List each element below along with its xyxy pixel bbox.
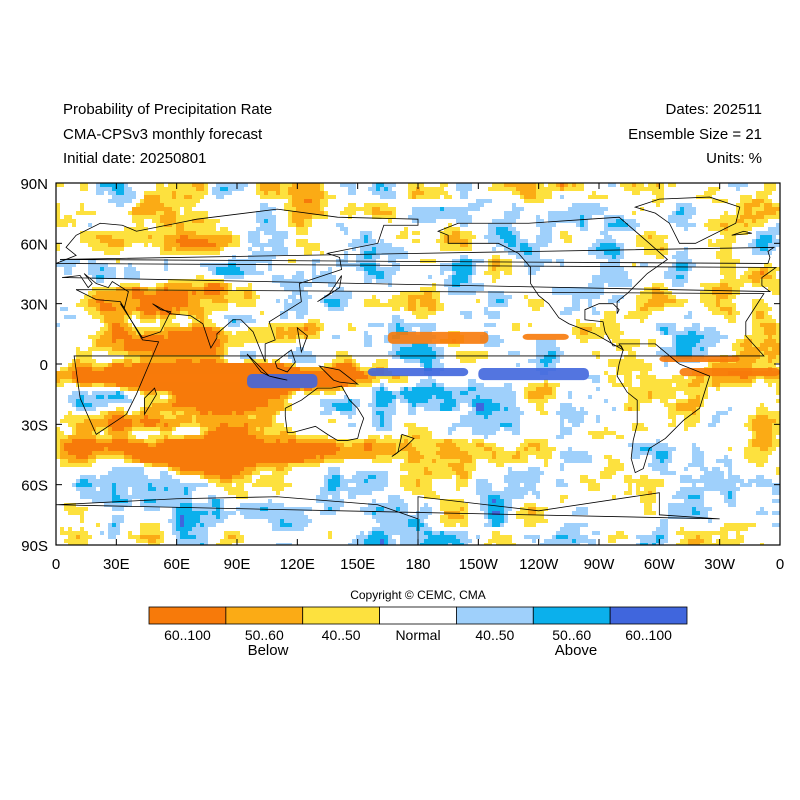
- lon-tick-label: 120E: [280, 556, 315, 573]
- legend-swatch: [302, 606, 380, 625]
- lon-tick-label: 0: [52, 556, 60, 573]
- ensemble-size-label: Ensemble Size = 21: [628, 126, 762, 143]
- lon-tick-label: 150E: [340, 556, 375, 573]
- legend-bin-label: 50..60: [552, 627, 591, 643]
- units-label: Units: %: [706, 150, 762, 167]
- lat-tick-label: 60S: [21, 478, 48, 495]
- lat-tick-label: 30N: [20, 297, 48, 314]
- lon-tick-label: 30W: [704, 556, 736, 573]
- legend-bin-label: 60..100: [625, 627, 672, 643]
- legend-bin-label: 60..100: [164, 627, 211, 643]
- legend-swatch: [225, 606, 304, 625]
- legend-swatch: [148, 606, 227, 625]
- lat-tick-label: 30S: [21, 417, 48, 434]
- lat-tick-label: 60N: [20, 236, 48, 253]
- lon-tick-label: 120W: [519, 556, 559, 573]
- lon-tick-label: 30E: [103, 556, 130, 573]
- coastlines: [56, 196, 778, 545]
- legend-bin-label: Normal: [395, 627, 440, 643]
- legend-above-label: Above: [555, 642, 598, 659]
- lat-tick-label: 90S: [21, 538, 48, 555]
- lon-tick-label: 150W: [459, 556, 499, 573]
- legend-bin-label: 50..60: [245, 627, 284, 643]
- probability-field: [56, 183, 780, 545]
- legend-swatch: [379, 606, 457, 625]
- lon-tick-label: 60E: [163, 556, 190, 573]
- legend-bin-label: 40..50: [322, 627, 361, 643]
- legend-swatch: [532, 606, 611, 625]
- initial-date-label: Initial date: 20250801: [63, 150, 207, 167]
- lon-tick-label: 0: [776, 556, 784, 573]
- legend-swatch: [456, 606, 534, 625]
- legend-below-label: Below: [248, 642, 289, 659]
- dates-label: Dates: 202511: [665, 101, 762, 118]
- legend-bin-label: 40..50: [475, 627, 514, 643]
- map-title: Probability of Precipitation Rate: [63, 101, 273, 118]
- lat-tick-label: 0: [40, 357, 48, 374]
- lon-tick-label: 60W: [644, 556, 676, 573]
- lat-tick-label: 90N: [20, 176, 48, 193]
- lon-tick-label: 90E: [224, 556, 251, 573]
- legend-swatch: [609, 606, 688, 625]
- lon-tick-label: 180: [405, 556, 430, 573]
- model-label: CMA-CPSv3 monthly forecast: [63, 126, 263, 143]
- copyright-text: Copyright © CEMC, CMA: [350, 588, 486, 602]
- lon-tick-label: 90W: [584, 556, 616, 573]
